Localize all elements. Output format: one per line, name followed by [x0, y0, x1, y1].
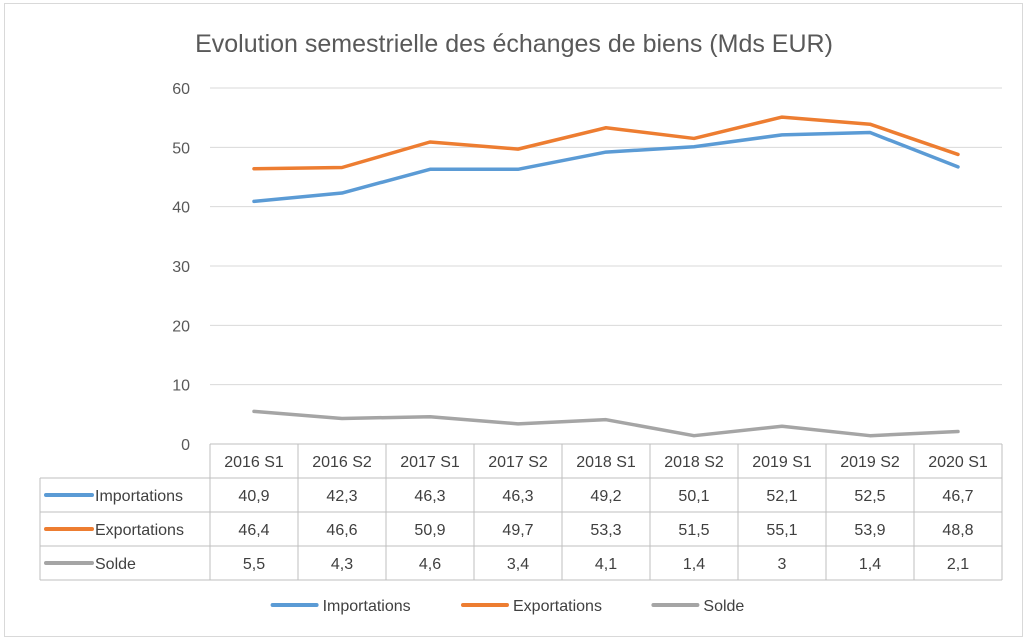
chart-title: Evolution semestrielle des échanges de b…	[195, 30, 833, 58]
legend-label: Exportations	[513, 598, 602, 615]
data-label: 51,5	[678, 522, 709, 539]
table-row-label: Importations	[95, 488, 183, 505]
x-category-label: 2017 S2	[488, 454, 548, 471]
data-label: 52,5	[854, 488, 885, 505]
data-label: 48,8	[942, 522, 973, 539]
series-line-solde	[252, 409, 960, 438]
data-label: 55,1	[766, 522, 797, 539]
data-label: 52,1	[766, 488, 797, 505]
data-table: 2016 S1 2016 S2 2017 S1 2017 S2 2018 S1 2018 …	[39, 443, 1003, 581]
data-label: 50,9	[414, 522, 445, 539]
data-label: 40,9	[238, 488, 269, 505]
data-label: 4,3	[331, 556, 353, 573]
data-label: 4,6	[419, 556, 441, 573]
data-label: 1,4	[683, 556, 705, 573]
data-label: 2,1	[947, 556, 969, 573]
y-tick-label: 50	[172, 140, 190, 157]
gridlines	[210, 87, 1002, 386]
series-lines	[252, 115, 960, 438]
x-category-label: 2019 S2	[840, 454, 900, 471]
data-label: 49,2	[590, 488, 621, 505]
data-label: 49,7	[502, 522, 533, 539]
data-label: 5,5	[243, 556, 265, 573]
data-label: 46,4	[238, 522, 269, 539]
legend: Importations Exportations Solde	[270, 598, 744, 615]
data-label: 53,3	[590, 522, 621, 539]
data-label: 46,3	[502, 488, 533, 505]
x-category-label: 2016 S1	[224, 454, 284, 471]
data-label: 1,4	[859, 556, 881, 573]
data-label: 42,3	[326, 488, 357, 505]
data-label: 3,4	[507, 556, 529, 573]
data-label: 4,1	[595, 556, 617, 573]
legend-label: Solde	[703, 598, 744, 615]
legend-label: Importations	[323, 598, 411, 615]
x-category-label: 2016 S2	[312, 454, 372, 471]
x-category-label: 2019 S1	[752, 454, 812, 471]
y-tick-label: 30	[172, 259, 190, 276]
table-row-label: Exportations	[95, 522, 184, 539]
y-tick-label: 10	[172, 378, 190, 395]
data-label: 46,3	[414, 488, 445, 505]
x-category-label: 2017 S1	[400, 454, 460, 471]
table-row-label: Solde	[95, 556, 136, 573]
y-tick-label: 0	[181, 437, 190, 454]
data-label: 46,7	[942, 488, 973, 505]
data-label: 53,9	[854, 522, 885, 539]
y-tick-label: 40	[172, 200, 190, 217]
data-label: 46,6	[326, 522, 357, 539]
series-line-exportations	[252, 115, 960, 171]
chart-frame	[4, 3, 1023, 637]
y-tick-label: 20	[172, 318, 190, 335]
series-line-importations	[252, 130, 960, 204]
x-category-label: 2020 S1	[928, 454, 988, 471]
x-category-label: 2018 S2	[664, 454, 724, 471]
data-label: 3	[778, 556, 787, 573]
x-category-label: 2018 S1	[576, 454, 636, 471]
y-tick-label: 60	[172, 81, 190, 98]
data-label: 50,1	[678, 488, 709, 505]
y-axis-ticks: 0 10 20 30 40 50 60	[172, 81, 190, 454]
